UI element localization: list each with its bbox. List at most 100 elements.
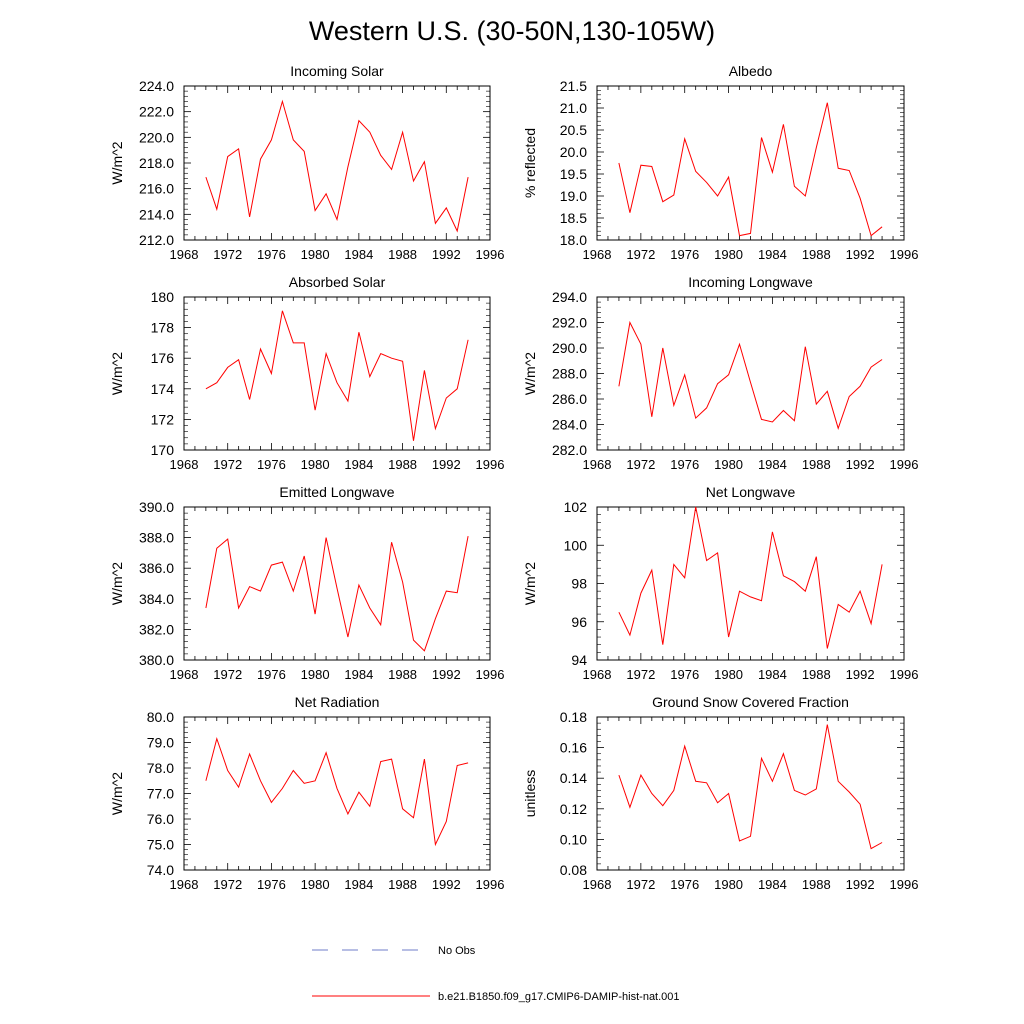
plot-frame [596, 506, 905, 661]
plot-frame [183, 85, 491, 241]
y-tick-label: 0.10 [560, 831, 587, 847]
panel-incoming-longwave: 1968 1972 1976 1980 1984 1988 1992 1996 282.0 284… [522, 274, 918, 472]
x-tick-label: 1980 [714, 667, 743, 682]
x-tick-label: 1968 [170, 457, 199, 472]
x-tick-label: 1992 [432, 877, 461, 892]
panel-albedo: 1968 1972 1976 1980 1984 1988 1992 1996 18.0 18.5… [522, 63, 918, 262]
y-tick-label: 212.0 [139, 232, 174, 248]
x-tick-label: 1976 [257, 667, 286, 682]
x-tick-label: 1996 [890, 877, 919, 892]
series-line [618, 320, 883, 430]
y-tick-label: 286.0 [552, 391, 587, 407]
y-tick-label: 390.0 [139, 499, 174, 515]
y-tick-label: 382.0 [139, 621, 174, 637]
x-tick-label: 1988 [802, 457, 831, 472]
y-tick-label: 214.0 [139, 206, 174, 222]
y-tick-label: 288.0 [552, 366, 587, 382]
x-tick-label: 1984 [344, 247, 373, 262]
series-line [205, 536, 469, 652]
x-tick-label: 1976 [670, 667, 699, 682]
y-tick-label: 98 [571, 576, 587, 592]
y-tick-label: 218.0 [139, 155, 174, 171]
y-tick-label: 19.0 [560, 188, 587, 204]
x-tick-label: 1968 [583, 877, 612, 892]
series-line [205, 310, 469, 441]
x-tick-label: 1968 [170, 247, 199, 262]
y-axis-label: W/m^2 [522, 352, 538, 395]
y-tick-label: 216.0 [139, 181, 174, 197]
panel-title: Net Radiation [295, 694, 380, 710]
y-tick-label: 294.0 [552, 289, 587, 305]
series-line [205, 99, 469, 233]
x-tick-label: 1996 [476, 247, 505, 262]
x-tick-label: 1984 [344, 667, 373, 682]
x-tick-label: 1972 [626, 247, 655, 262]
y-tick-label: 80.0 [147, 709, 174, 725]
y-tick-label: 220.0 [139, 129, 174, 145]
y-tick-label: 180 [151, 289, 175, 305]
y-tick-label: 96 [571, 614, 587, 630]
x-tick-label: 1968 [170, 877, 199, 892]
y-tick-label: 292.0 [552, 315, 587, 331]
y-axis-label: W/m^2 [522, 562, 538, 605]
y-tick-label: 76.0 [147, 811, 174, 827]
y-tick-label: 74.0 [147, 862, 174, 878]
series-line [205, 736, 469, 847]
plot-frame [596, 85, 905, 241]
panel-ground-snow-covered-fraction: 1968 1972 1976 1980 1984 1988 1992 1996 0.08 0.10… [522, 694, 918, 892]
y-tick-label: 384.0 [139, 591, 174, 607]
x-tick-label: 1972 [626, 877, 655, 892]
y-tick-label: 282.0 [552, 442, 587, 458]
panel-net-radiation: 1968 1972 1976 1980 1984 1988 1992 1996 74.0 75.0… [109, 694, 504, 892]
x-tick-label: 1980 [714, 877, 743, 892]
x-tick-label: 1992 [846, 457, 875, 472]
x-tick-label: 1968 [583, 667, 612, 682]
y-tick-label: 75.0 [147, 837, 174, 853]
x-tick-label: 1976 [670, 877, 699, 892]
panel-emitted-longwave: 1968 1972 1976 1980 1984 1988 1992 1996 380.0 382… [109, 484, 504, 682]
panel-title: Emitted Longwave [279, 484, 394, 500]
x-tick-label: 1988 [802, 667, 831, 682]
y-tick-label: 386.0 [139, 560, 174, 576]
y-tick-label: 21.0 [560, 100, 587, 116]
x-tick-label: 1984 [344, 877, 373, 892]
x-tick-label: 1984 [344, 457, 373, 472]
y-axis-label: % reflected [522, 128, 538, 198]
series-line [618, 506, 883, 649]
y-axis-label: W/m^2 [109, 352, 125, 395]
panel-title: Incoming Solar [290, 63, 384, 79]
x-tick-label: 1976 [257, 877, 286, 892]
y-tick-label: 224.0 [139, 78, 174, 94]
plot-frame [183, 506, 491, 661]
legend-label-no-obs: No Obs [438, 945, 476, 957]
y-tick-label: 21.5 [560, 78, 587, 94]
figure-title: Western U.S. (30-50N,130-105W) [309, 16, 715, 46]
y-tick-label: 170 [151, 442, 175, 458]
y-tick-label: 290.0 [552, 340, 587, 356]
y-tick-label: 172 [151, 411, 175, 427]
x-tick-label: 1968 [583, 457, 612, 472]
x-tick-label: 1988 [388, 247, 417, 262]
panel-title: Net Longwave [706, 484, 796, 500]
x-tick-label: 1972 [213, 877, 242, 892]
x-tick-label: 1980 [301, 877, 330, 892]
x-tick-label: 1972 [213, 247, 242, 262]
y-tick-label: 18.0 [560, 232, 587, 248]
x-tick-label: 1976 [257, 457, 286, 472]
y-tick-label: 77.0 [147, 786, 174, 802]
y-tick-label: 102 [564, 499, 588, 515]
x-tick-label: 1992 [432, 457, 461, 472]
panel-title: Albedo [729, 63, 773, 79]
x-tick-label: 1980 [301, 667, 330, 682]
panel-absorbed-solar: 1968 1972 1976 1980 1984 1988 1992 1996 170 172 17… [109, 274, 504, 472]
panel-net-longwave: 1968 1972 1976 1980 1984 1988 1992 1996 94 96 98 10… [522, 484, 918, 682]
plot-frame [183, 716, 491, 871]
x-tick-label: 1988 [388, 457, 417, 472]
y-tick-label: 20.5 [560, 122, 587, 138]
y-tick-label: 100 [564, 537, 588, 553]
plot-frame [183, 296, 491, 451]
x-tick-label: 1976 [257, 247, 286, 262]
x-tick-label: 1984 [758, 457, 787, 472]
y-tick-label: 19.5 [560, 166, 587, 182]
